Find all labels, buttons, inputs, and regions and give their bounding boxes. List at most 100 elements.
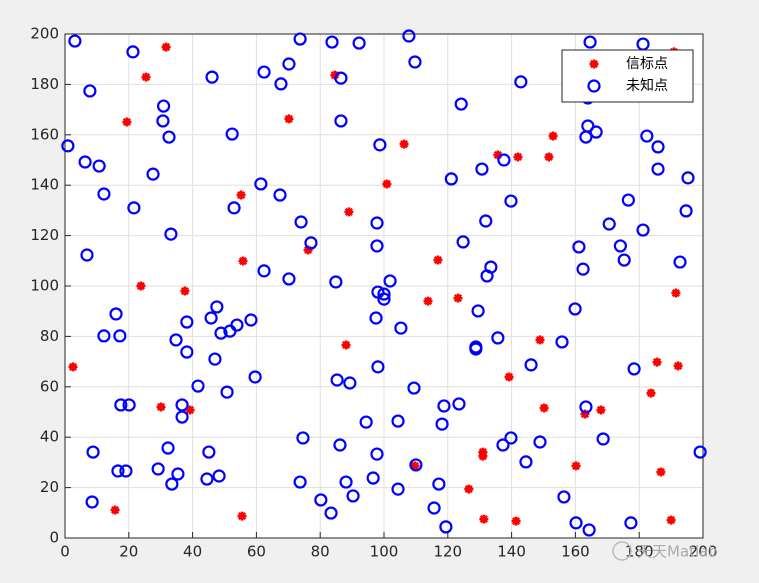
circle-marker [334, 114, 348, 128]
x-tick-label: 20 [119, 543, 138, 561]
circle-marker [162, 130, 176, 144]
circle-marker [576, 262, 590, 276]
star-marker [548, 131, 558, 141]
star-marker [571, 461, 581, 471]
circle-marker [324, 506, 338, 520]
circle-marker [681, 171, 695, 185]
circle-marker [254, 177, 268, 191]
circle-marker [294, 215, 308, 229]
circle-marker [568, 302, 582, 316]
circle-marker [333, 438, 347, 452]
circle-marker [679, 204, 693, 218]
circle-marker [504, 431, 518, 445]
circle-marker [180, 345, 194, 359]
circle-marker [391, 414, 405, 428]
circle-marker [596, 432, 610, 446]
star-marker [399, 139, 409, 149]
circle-marker [230, 318, 244, 332]
circle-marker [456, 235, 470, 249]
circle-marker [491, 331, 505, 345]
circle-marker [519, 455, 533, 469]
y-tick-label: 160 [30, 125, 59, 143]
circle-marker [156, 99, 171, 113]
circle-marker [97, 187, 111, 201]
circle-marker [636, 223, 650, 237]
star-marker [671, 288, 681, 298]
y-tick-label: 0 [49, 529, 59, 547]
circle-marker [589, 125, 603, 139]
circle-marker [437, 399, 451, 413]
circle-marker [164, 227, 178, 241]
star-marker [652, 357, 662, 367]
star-marker [330, 70, 340, 80]
circle-marker [97, 329, 111, 343]
circle-marker [469, 342, 483, 356]
circle-marker [352, 36, 366, 50]
circle-marker [227, 201, 241, 215]
star-marker [539, 403, 549, 413]
star-marker [433, 255, 443, 265]
circle-marker [583, 35, 597, 49]
circle-marker [343, 376, 357, 390]
circle-marker [651, 162, 665, 176]
axes-box [64, 33, 704, 539]
legend-marker [587, 79, 601, 93]
circle-marker [624, 516, 638, 530]
circle-marker [496, 438, 510, 452]
circle-marker [161, 441, 175, 455]
circle-marker [427, 501, 441, 515]
star-marker [341, 340, 351, 350]
circle-marker [325, 35, 339, 49]
legend-marker [589, 59, 599, 69]
circle-marker [175, 410, 189, 424]
circle-marker [156, 114, 170, 128]
star-marker [511, 516, 521, 526]
circle-marker [304, 236, 318, 250]
y-tick-label: 80 [40, 327, 59, 345]
circle-marker [471, 304, 485, 318]
star-marker [141, 72, 151, 82]
star-marker [493, 150, 503, 160]
circle-marker [369, 311, 383, 325]
circle-marker [504, 194, 518, 208]
x-tick-label: 120 [433, 543, 462, 561]
circle-marker [497, 153, 511, 167]
star-marker [656, 467, 666, 477]
circle-marker [109, 307, 123, 321]
circle-marker [569, 516, 583, 530]
circle-marker [377, 292, 391, 306]
circle-marker [673, 255, 687, 269]
watermark-icon [612, 541, 632, 561]
circle-marker [371, 360, 385, 374]
y-tick-label: 120 [30, 226, 59, 244]
star-marker [122, 117, 132, 127]
circle-marker [329, 275, 343, 289]
star-marker [136, 281, 146, 291]
x-tick-label: 40 [183, 543, 202, 561]
circle-marker [214, 326, 228, 340]
star-marker [161, 42, 171, 52]
star-marker [464, 484, 474, 494]
circle-marker [444, 172, 458, 186]
circle-marker [366, 471, 380, 485]
x-tick-label: 160 [561, 543, 590, 561]
circle-marker [248, 370, 262, 384]
x-tick-label: 0 [60, 543, 70, 561]
circle-marker [651, 140, 665, 154]
circle-marker [191, 379, 205, 393]
legend-box [561, 49, 694, 103]
circle-marker [439, 520, 453, 534]
circle-marker [68, 34, 82, 48]
watermark-text: 天天Matlab [637, 543, 718, 561]
star-marker [236, 190, 246, 200]
circle-marker [334, 71, 348, 85]
circle-marker [330, 373, 344, 387]
circle-marker [273, 188, 287, 202]
star-marker [303, 245, 313, 255]
circle-marker [432, 477, 446, 491]
circle-marker [127, 201, 141, 215]
star-marker [423, 296, 433, 306]
y-tick-label: 20 [40, 478, 59, 496]
circle-marker [475, 162, 489, 176]
circle-marker [169, 333, 183, 347]
